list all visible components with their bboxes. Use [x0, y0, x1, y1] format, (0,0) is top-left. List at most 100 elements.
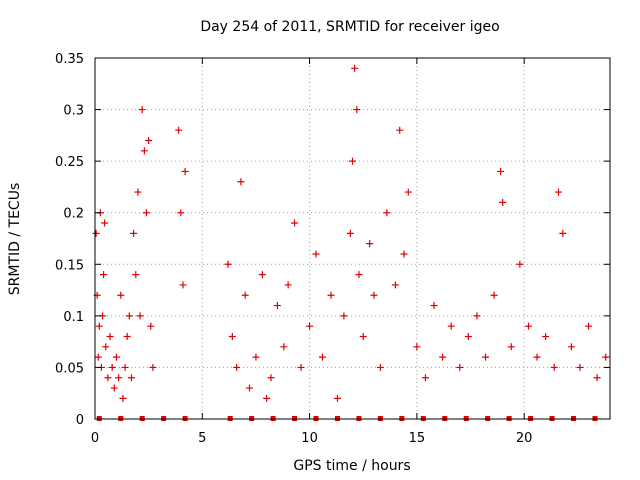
y-tick-label: 0	[76, 413, 84, 428]
data-point	[497, 167, 505, 175]
data-point	[340, 312, 348, 320]
y-tick-label: 0.05	[55, 361, 84, 376]
data-point	[267, 374, 275, 382]
data-point	[576, 363, 584, 371]
data-point	[353, 106, 361, 114]
axes-layer: 0 0.05 0.1 0.15 0.2 0.25 0.3 0.35 0 5 10 15 20	[55, 52, 611, 446]
data-point	[312, 250, 320, 258]
data-point	[263, 394, 271, 402]
data-point	[143, 209, 150, 217]
data-point	[421, 374, 429, 382]
data-point	[355, 271, 363, 279]
data-point	[246, 384, 253, 392]
data-point	[413, 343, 421, 351]
data-point	[132, 271, 140, 279]
data-point	[104, 374, 112, 382]
data-point	[233, 363, 241, 371]
data-point	[490, 291, 498, 299]
x-tick-label: 20	[516, 431, 533, 446]
data-point	[439, 353, 447, 361]
data-point	[555, 188, 562, 196]
data-point	[567, 343, 575, 351]
data-point	[108, 363, 116, 371]
data-point	[147, 322, 155, 330]
y-tick-label: 0.3	[63, 104, 84, 119]
data-point	[149, 363, 157, 371]
data-point	[351, 64, 359, 72]
data-point	[464, 332, 472, 340]
data-point	[333, 394, 341, 402]
data-point	[134, 188, 142, 196]
data-point	[258, 271, 266, 279]
data-point	[359, 332, 367, 340]
x-tick-label: 15	[409, 431, 426, 446]
data-point	[456, 363, 464, 371]
data-point	[524, 322, 532, 330]
x-tick-label: 0	[91, 431, 99, 446]
data-point	[273, 302, 281, 310]
data-point	[94, 353, 102, 361]
data-point	[306, 322, 314, 330]
data-point	[237, 178, 245, 186]
data-point	[175, 126, 183, 134]
data-point	[100, 271, 108, 279]
data-point	[117, 291, 125, 299]
data-point	[127, 374, 135, 382]
data-point	[280, 343, 288, 351]
data-point	[533, 353, 541, 361]
data-point	[130, 229, 138, 237]
data-point	[366, 240, 374, 248]
data-point	[297, 363, 305, 371]
data-point	[447, 322, 455, 330]
data-point	[404, 188, 412, 196]
data-point	[376, 363, 384, 371]
data-point	[136, 312, 144, 320]
data-point	[559, 229, 567, 237]
data-point	[181, 167, 189, 175]
grid-layer	[95, 58, 610, 419]
data-point	[110, 384, 118, 392]
data-point	[92, 229, 100, 237]
data-point	[123, 332, 131, 340]
data-point	[516, 260, 524, 268]
data-point	[346, 229, 354, 237]
data-point	[383, 209, 391, 217]
data-point	[473, 312, 481, 320]
data-point	[101, 219, 109, 227]
chart-title: Day 254 of 2011, SRMTID for receiver ige…	[200, 19, 499, 35]
data-point	[327, 291, 335, 299]
data-point	[121, 363, 129, 371]
data-point	[291, 219, 299, 227]
data-point	[370, 291, 378, 299]
x-tick-label: 10	[301, 431, 318, 446]
data-point	[228, 332, 236, 340]
data-point	[499, 198, 507, 206]
y-tick-label: 0.35	[55, 52, 84, 67]
data-point	[349, 157, 356, 165]
data-point	[177, 209, 185, 217]
data-point	[145, 137, 153, 145]
data-point	[241, 291, 249, 299]
y-tick-label: 0.15	[55, 258, 84, 273]
x-axis-label: GPS time / hours	[293, 458, 410, 474]
data-point	[284, 281, 292, 289]
plot-frame	[94, 57, 611, 420]
data-point	[138, 106, 146, 114]
y-tick-label: 0.25	[55, 155, 84, 170]
data-point	[106, 332, 114, 340]
data-point	[252, 353, 260, 361]
data-point	[125, 312, 133, 320]
data-point	[602, 353, 610, 361]
data-point	[391, 281, 399, 289]
data-point	[224, 260, 232, 268]
y-tick-label: 0.2	[63, 207, 84, 222]
data-point	[179, 281, 187, 289]
data-point	[112, 353, 120, 361]
data-point	[102, 343, 110, 351]
data-point	[542, 332, 550, 340]
x-tick-label: 5	[198, 431, 206, 446]
data-point	[318, 353, 326, 361]
y-tick-label: 0.1	[63, 310, 84, 325]
data-point	[396, 126, 404, 134]
